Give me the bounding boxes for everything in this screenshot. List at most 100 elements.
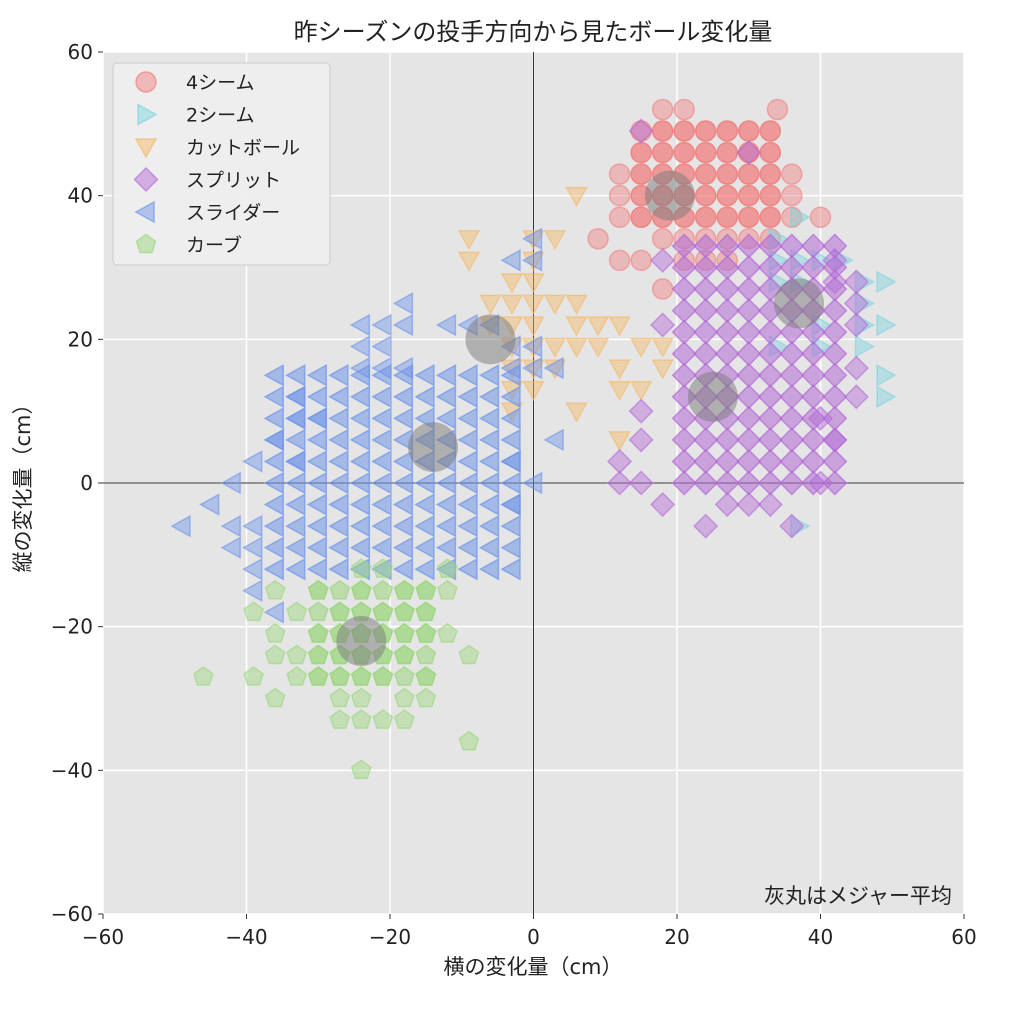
point xyxy=(435,493,457,516)
point xyxy=(651,337,674,359)
point xyxy=(671,448,697,475)
point xyxy=(306,385,327,409)
point xyxy=(714,254,740,281)
point xyxy=(457,493,478,516)
point xyxy=(693,319,719,345)
point xyxy=(371,471,392,495)
y-tick-label: 40 xyxy=(68,184,93,208)
point xyxy=(372,558,394,579)
point xyxy=(500,294,524,315)
point xyxy=(307,666,329,686)
point xyxy=(349,385,371,409)
point xyxy=(650,312,676,338)
legend-label: 4シーム xyxy=(186,72,255,94)
point xyxy=(478,471,500,495)
point xyxy=(263,407,284,430)
point xyxy=(263,536,284,559)
point xyxy=(738,163,760,185)
point xyxy=(608,249,631,272)
point xyxy=(651,120,674,142)
point xyxy=(736,448,762,475)
point xyxy=(736,491,762,518)
point xyxy=(392,557,414,581)
point xyxy=(371,313,392,337)
point xyxy=(329,579,351,600)
average-marker-3 xyxy=(465,314,516,365)
point xyxy=(714,233,740,259)
point xyxy=(822,362,848,388)
point xyxy=(242,579,263,603)
legend-label: カーブ xyxy=(186,234,242,257)
point xyxy=(779,362,805,388)
point xyxy=(478,363,500,387)
series-2 xyxy=(457,186,674,452)
legend-marker xyxy=(135,233,157,254)
point xyxy=(630,249,652,272)
point xyxy=(500,557,521,581)
point xyxy=(328,428,349,452)
point xyxy=(693,513,719,539)
point xyxy=(371,407,392,430)
point xyxy=(414,471,435,495)
point xyxy=(521,356,543,380)
point xyxy=(779,448,805,475)
point xyxy=(565,337,588,359)
point xyxy=(306,363,327,387)
point xyxy=(393,579,415,600)
point xyxy=(716,141,738,164)
point xyxy=(736,140,762,166)
point xyxy=(800,254,826,281)
point xyxy=(822,384,848,410)
point xyxy=(500,356,521,380)
point xyxy=(807,470,834,496)
point xyxy=(651,359,674,380)
point xyxy=(350,709,372,729)
point xyxy=(800,362,826,388)
point xyxy=(349,428,371,452)
point xyxy=(457,230,481,251)
point xyxy=(437,622,458,643)
point xyxy=(694,120,717,142)
point xyxy=(757,341,783,367)
point xyxy=(306,536,327,559)
point xyxy=(414,385,435,409)
point xyxy=(521,335,543,358)
point xyxy=(779,233,805,259)
point xyxy=(736,341,762,367)
point xyxy=(349,335,371,358)
point xyxy=(457,514,478,538)
point xyxy=(736,362,762,388)
average-marker-0 xyxy=(644,170,695,221)
point xyxy=(479,294,502,315)
point xyxy=(790,205,811,229)
legend-label: 2シーム xyxy=(186,105,255,127)
point xyxy=(457,471,478,495)
point xyxy=(629,380,653,402)
point xyxy=(651,278,674,300)
point xyxy=(693,448,719,475)
point xyxy=(478,514,500,538)
point xyxy=(349,407,371,430)
x-tick-label: −60 xyxy=(82,925,124,949)
point xyxy=(242,536,263,559)
point xyxy=(457,363,478,387)
point xyxy=(435,471,457,495)
point xyxy=(759,184,782,207)
point xyxy=(714,319,740,345)
point xyxy=(714,448,740,475)
point xyxy=(263,363,284,387)
point xyxy=(435,385,457,409)
point xyxy=(671,427,697,453)
point xyxy=(306,493,327,516)
point xyxy=(822,269,848,295)
point xyxy=(242,557,263,581)
point xyxy=(415,601,437,622)
point xyxy=(876,313,897,337)
point xyxy=(285,407,306,430)
point xyxy=(630,141,652,164)
point xyxy=(349,514,371,538)
point xyxy=(822,427,848,453)
point xyxy=(286,644,308,665)
legend-marker xyxy=(133,166,159,193)
point xyxy=(759,120,782,142)
